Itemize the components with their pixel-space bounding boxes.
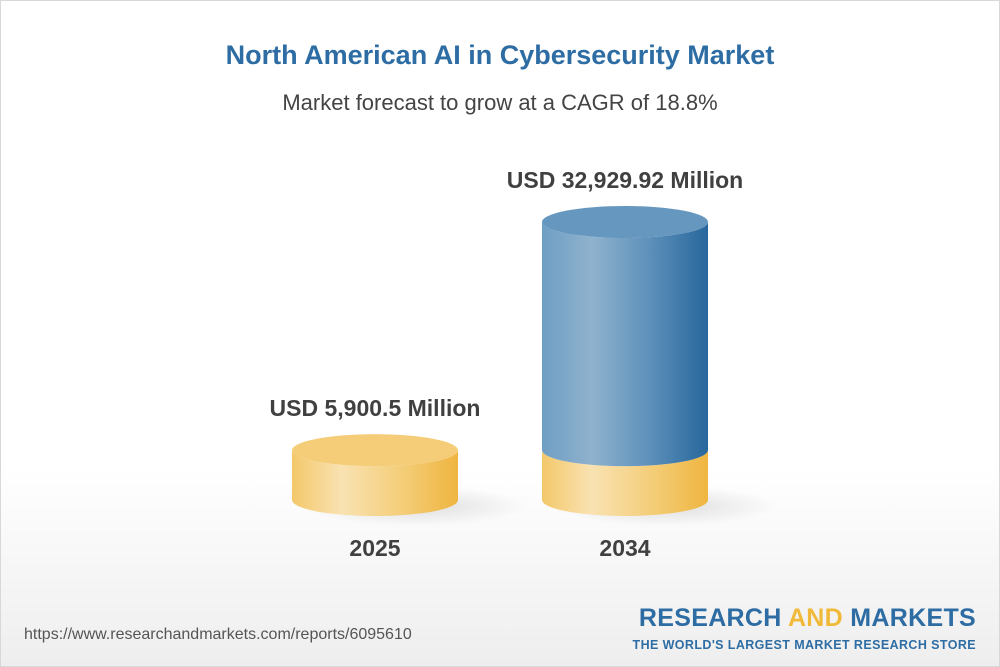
- chart-title: North American AI in Cybersecurity Marke…: [225, 40, 775, 70]
- data-label: USD 32,929.92 Million: [507, 167, 743, 193]
- data-label: USD 5,900.5 Million: [270, 395, 481, 421]
- chart-subtitle: Market forecast to grow at a CAGR of 18.…: [282, 90, 718, 115]
- cylinder-top: [542, 206, 708, 238]
- cylinder-bar-2034: [542, 222, 708, 467]
- source-url[interactable]: https://www.researchandmarkets.com/repor…: [24, 626, 412, 643]
- brand-logo: RESEARCH AND MARKETS: [638, 604, 976, 632]
- brand-tagline: THE WORLD'S LARGEST MARKET RESEARCH STOR…: [632, 638, 976, 652]
- cylinder-bar-2025: [292, 450, 458, 516]
- category-label: 2034: [599, 535, 650, 561]
- category-label: 2025: [349, 535, 400, 561]
- cylinder-base-segment: [542, 450, 708, 516]
- cylinder-top: [292, 434, 458, 467]
